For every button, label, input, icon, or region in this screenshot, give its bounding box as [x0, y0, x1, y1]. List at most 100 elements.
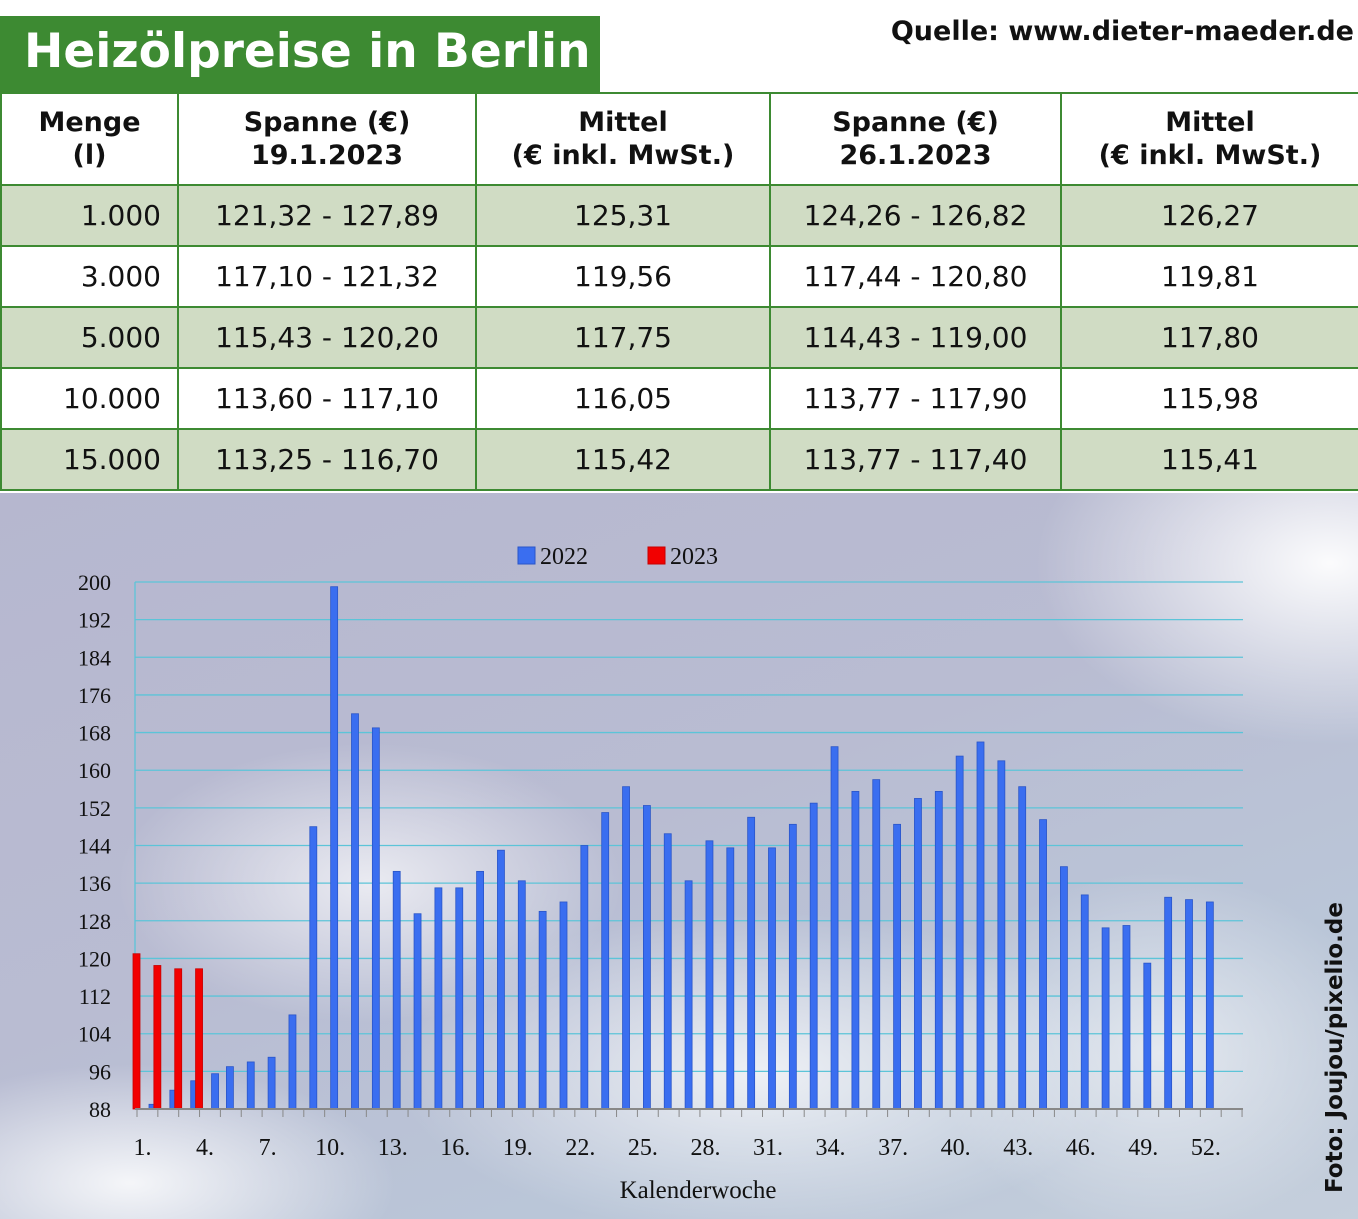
bar-2022	[1101, 927, 1110, 1110]
x-tick-label: 28.	[690, 1135, 720, 1161]
cell-menge: 5.000	[0, 306, 179, 369]
x-tick-label: 13.	[378, 1135, 408, 1161]
x-tick-label: 34.	[816, 1135, 846, 1161]
y-tick-label: 120	[78, 946, 111, 971]
bar-2022	[1018, 786, 1027, 1110]
bar-2023	[132, 953, 141, 1110]
cell-mittel-1: 125,31	[475, 184, 771, 247]
bar-2022	[934, 790, 943, 1110]
y-tick-label: 152	[78, 796, 111, 821]
cell-menge: 1.000	[0, 184, 179, 247]
header-menge: Menge (l)	[0, 92, 179, 186]
y-tick-label: 144	[78, 834, 111, 859]
bar-2022	[726, 847, 735, 1110]
cell-menge: 15.000	[0, 428, 179, 491]
cell-mittel-2: 117,80	[1060, 306, 1358, 369]
cell-mittel-2: 115,41	[1060, 428, 1358, 491]
bar-2022	[1080, 894, 1089, 1110]
header-mittel-1: Mittel (€ inkl. MwSt.)	[475, 92, 771, 186]
cell-menge: 10.000	[0, 367, 179, 430]
y-tick-label: 160	[78, 758, 111, 783]
cell-spanne-1: 113,60 - 117,10	[177, 367, 477, 430]
y-tick-label: 176	[78, 683, 111, 708]
cell-mittel-1: 116,05	[475, 367, 771, 430]
bar-2022	[809, 802, 818, 1110]
y-tick-label: 136	[78, 871, 111, 896]
bar-2022	[392, 870, 401, 1110]
bar-2022	[476, 870, 485, 1110]
bar-2022	[872, 779, 881, 1110]
y-tick-label: 184	[78, 645, 111, 670]
cell-mittel-1: 115,42	[475, 428, 771, 491]
legend-label-2023: 2023	[670, 544, 718, 570]
bar-2022	[1060, 866, 1068, 1110]
cell-mittel-2: 126,27	[1060, 184, 1358, 247]
cell-spanne-2: 117,44 - 120,80	[769, 245, 1062, 308]
bar-2022	[1039, 819, 1047, 1110]
bar-2022	[267, 1056, 276, 1110]
bar-2022	[1143, 962, 1152, 1110]
y-tick-label: 88	[89, 1097, 111, 1122]
bar-2022	[330, 586, 339, 1110]
bar-2022	[559, 901, 568, 1110]
table-row: 1.000 121,32 - 127,89 125,31 124,26 - 12…	[0, 184, 1358, 247]
cell-mittel-1: 117,75	[475, 306, 771, 369]
cell-spanne-1: 121,32 - 127,89	[177, 184, 477, 247]
cell-spanne-2: 113,77 - 117,90	[769, 367, 1062, 430]
cell-spanne-2: 113,77 - 117,40	[769, 428, 1062, 491]
bar-2022	[1205, 901, 1214, 1110]
x-tick-label: 46.	[1066, 1135, 1096, 1161]
source-label: Quelle: www.dieter-maeder.de	[890, 16, 1354, 47]
y-tick-label: 96	[89, 1059, 111, 1084]
bar-2022	[663, 833, 672, 1110]
bar-2022	[538, 910, 547, 1110]
bar-2022	[705, 840, 714, 1110]
cell-mittel-1: 119,56	[475, 245, 771, 308]
y-tick-label: 168	[78, 721, 111, 746]
bar-2022	[851, 790, 860, 1110]
legend-swatch-2022	[517, 546, 536, 565]
x-tick-label: 43.	[1003, 1135, 1033, 1161]
x-tick-label: 40.	[941, 1135, 971, 1161]
table-row: 15.000 113,25 - 116,70 115,42 113,77 - 1…	[0, 428, 1358, 491]
x-tick-label: 16.	[440, 1135, 470, 1161]
cell-spanne-1: 117,10 - 121,32	[177, 245, 477, 308]
bar-2022	[1185, 899, 1193, 1110]
bar-2022	[976, 741, 985, 1110]
bar-2022	[788, 823, 797, 1110]
bar-2023	[195, 968, 203, 1110]
cell-spanne-2: 114,43 - 119,00	[769, 306, 1062, 369]
bar-2022	[580, 845, 589, 1110]
bar-2022	[455, 887, 464, 1110]
x-tick-label: 22.	[565, 1135, 595, 1161]
x-tick-label: 7.	[259, 1135, 277, 1161]
x-tick-label: 1.	[134, 1135, 152, 1161]
bar-2022	[497, 849, 505, 1110]
x-tick-label: 31.	[753, 1135, 783, 1161]
chart-area: 88 96 104 112 120 128 136 144 152 160 168 176 184 192…	[0, 493, 1358, 1219]
bar-2022	[434, 887, 443, 1110]
bar-2022	[768, 847, 776, 1110]
bar-2022	[211, 1073, 219, 1110]
page-title: Heizölpreise in Berlin	[24, 24, 591, 79]
y-tick-label: 200	[78, 570, 111, 595]
cell-menge: 3.000	[0, 245, 179, 308]
header-spanne-1: Spanne (€) 19.1.2023	[177, 92, 477, 186]
x-tick-label: 49.	[1128, 1135, 1158, 1161]
bar-2022	[288, 1014, 297, 1110]
x-tick-label: 37.	[878, 1135, 908, 1161]
bar-2022	[371, 727, 380, 1110]
x-axis-title: Kalenderwoche	[620, 1177, 777, 1204]
cell-spanne-1: 115,43 - 120,20	[177, 306, 477, 369]
x-tick-label: 25.	[628, 1135, 658, 1161]
bar-2022	[1164, 896, 1173, 1110]
bar-2022	[517, 880, 526, 1110]
price-history-chart: 88 96 104 112 120 128 136 144 152 160 168 176 184 192…	[78, 544, 1243, 1204]
bar-2022	[309, 826, 318, 1110]
bar-2022	[1122, 925, 1131, 1110]
bar-2022	[225, 1066, 234, 1110]
bar-2023	[153, 965, 162, 1110]
bar-2022	[747, 816, 756, 1110]
y-tick-label: 192	[78, 608, 111, 633]
table-row: 10.000 113,60 - 117,10 116,05 113,77 - 1…	[0, 367, 1358, 430]
